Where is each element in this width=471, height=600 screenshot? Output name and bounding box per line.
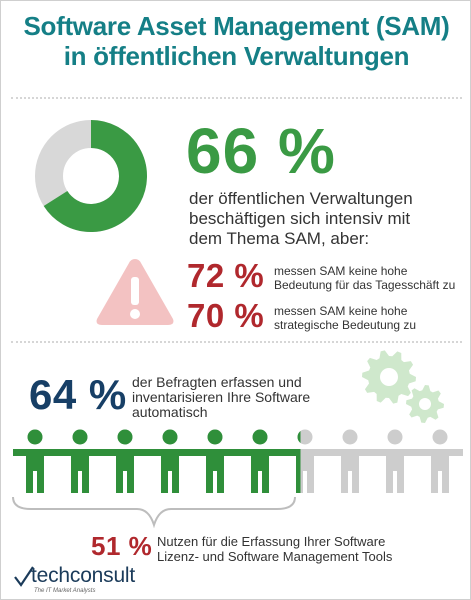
stat-70-desc-line-1: messen SAM keine hohe xyxy=(274,304,408,318)
people-row xyxy=(13,429,463,493)
stat-72-value: 72 % xyxy=(187,257,265,294)
stat-51-description: Nutzen für die Erfassung Ihrer Software … xyxy=(157,534,392,564)
donut-chart xyxy=(35,120,147,232)
person-icon xyxy=(13,429,60,493)
page-title: Software Asset Management (SAM) in öffen… xyxy=(1,11,470,71)
brace-icon xyxy=(12,496,296,529)
gears-icon xyxy=(362,350,444,423)
person-icon xyxy=(370,429,420,493)
logo-name: techconsult xyxy=(31,564,136,587)
stat-51-value: 51 % xyxy=(91,531,153,561)
stat-64-desc-line-1: der Befragten erfassen und xyxy=(132,374,302,390)
stat-70-description: messen SAM keine hohe strategische Bedeu… xyxy=(274,304,416,332)
person-icon xyxy=(145,429,195,493)
divider-top xyxy=(11,97,462,99)
stat-70-value: 70 % xyxy=(187,297,265,334)
person-icon xyxy=(325,429,375,493)
warning-icon xyxy=(96,259,174,325)
gear-small-icon xyxy=(406,385,444,423)
title-line-1: Software Asset Management (SAM) xyxy=(23,11,450,41)
stat-70-desc-line-2: strategische Bedeutung zu xyxy=(274,318,417,332)
person-icon xyxy=(190,429,240,493)
person-icon xyxy=(55,429,105,493)
person-icon xyxy=(280,429,330,493)
stat-51-desc-line-1: Nutzen für die Erfassung Ihrer Software xyxy=(157,534,386,549)
stat-64-desc-line-2: inventarisieren Ihre Software xyxy=(132,389,311,405)
stat-64-description: der Befragten erfassen und inventarisier… xyxy=(132,375,310,420)
stat-64-desc-line-3: automatisch xyxy=(132,404,208,420)
stat-72-desc-line-2: Bedeutung für das Tagesschäft zu xyxy=(274,278,456,292)
stat-66-value: 66 % xyxy=(186,115,336,187)
logo-checkmark-icon xyxy=(14,566,34,587)
title-line-2: in öffentlichen Verwaltungen xyxy=(63,41,410,71)
person-icon xyxy=(415,429,463,493)
person-icon xyxy=(280,431,301,493)
stat-66-description: der öffentlichen Verwaltungen beschäftig… xyxy=(189,189,413,249)
logo-tagline: The IT Market Analysts xyxy=(34,588,96,594)
stat-51-desc-line-2: Lizenz- und Software Management Tools xyxy=(157,549,393,564)
gear-large-icon xyxy=(362,350,416,404)
person-icon xyxy=(100,429,150,493)
stat-72-description: messen SAM keine hohe Bedeutung für das … xyxy=(274,264,455,292)
divider-middle xyxy=(11,341,462,343)
person-icon xyxy=(235,429,285,493)
stat-72-desc-line-1: messen SAM keine hohe xyxy=(274,264,408,278)
stat-64-value: 64 % xyxy=(29,371,127,418)
stat-66-desc-line-2: beschäftigen sich intensiv mit xyxy=(189,209,411,228)
stat-66-desc-line-3: dem Thema SAM, aber: xyxy=(189,229,370,248)
stat-66-desc-line-1: der öffentlichen Verwaltungen xyxy=(189,189,413,208)
donut-value-arc xyxy=(43,120,147,232)
